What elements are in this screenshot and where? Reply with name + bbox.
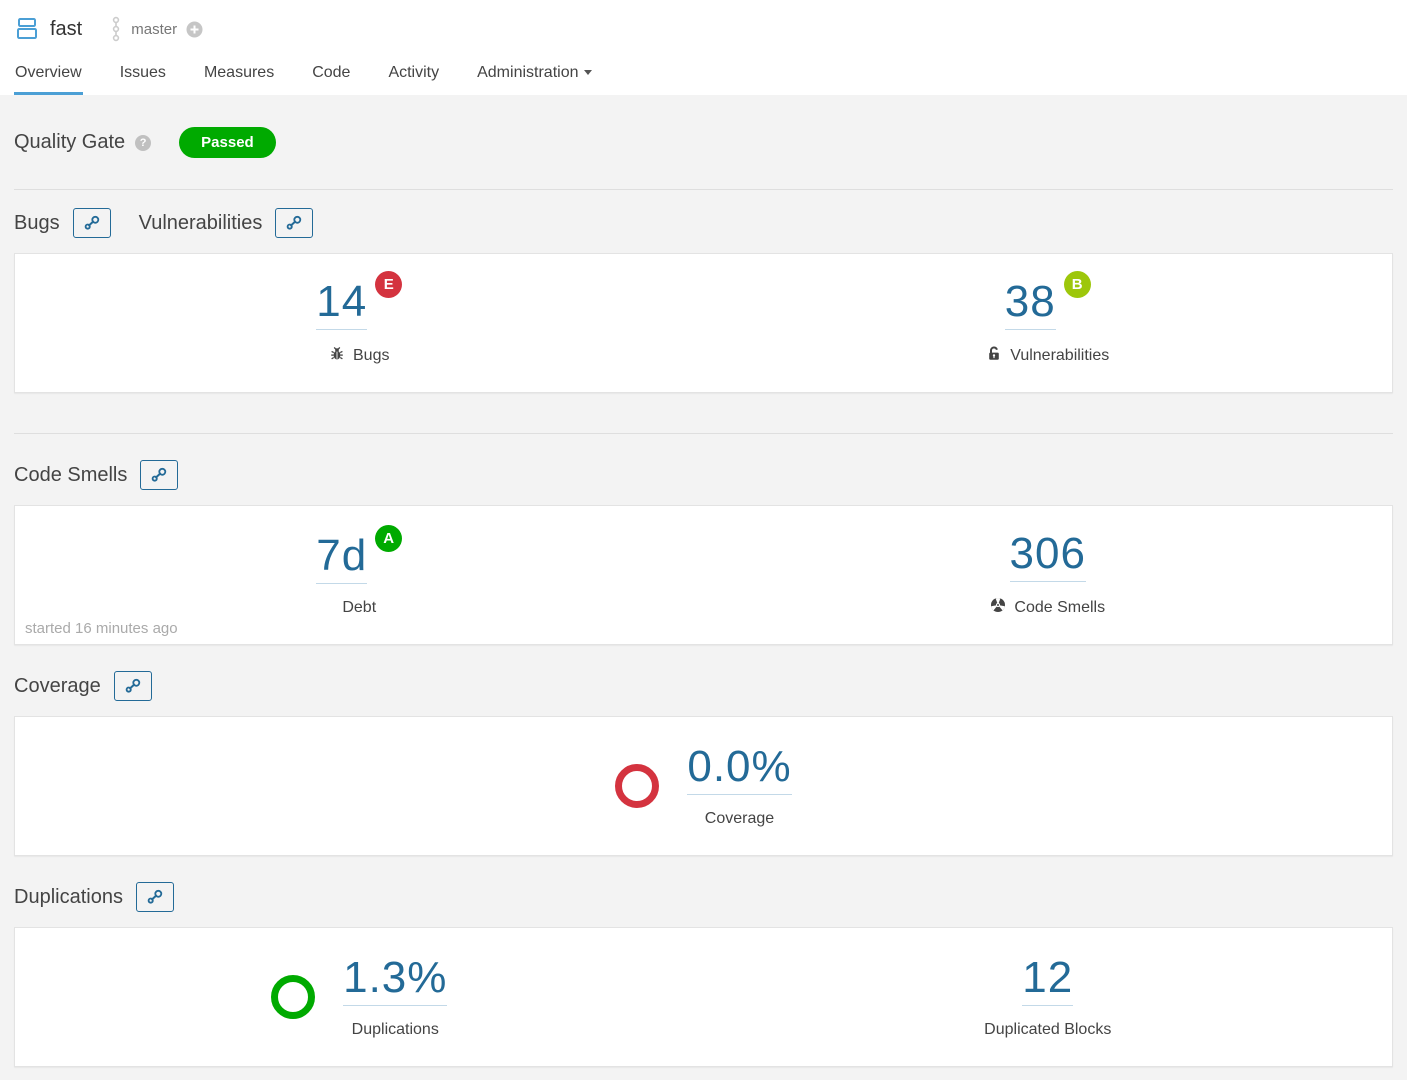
code-smells-heading: Code Smells	[14, 460, 1393, 490]
coverage-card: 0.0% Coverage	[14, 716, 1393, 856]
vulnerabilities-measure: 38 B Vulnerabilities	[704, 254, 1393, 392]
open-lock-icon	[986, 345, 1002, 366]
coverage-heading-label: Coverage	[14, 674, 101, 697]
code-smells-heading-label: Code Smells	[14, 463, 128, 486]
project-title-row: fast master	[14, 10, 1393, 48]
nav-tabs: Overview Issues Measures Code Activity A…	[14, 48, 1393, 95]
analysis-started-note: started 16 minutes ago	[25, 620, 178, 637]
measure-history-icon	[152, 467, 167, 482]
duplications-history-button[interactable]	[135, 882, 174, 912]
coverage-label: Coverage	[704, 809, 775, 827]
help-icon[interactable]: ?	[135, 134, 152, 151]
coverage-value-link[interactable]: 0.0%	[687, 744, 792, 795]
measure-history-icon	[147, 889, 163, 904]
coverage-measure: 0.0% Coverage	[15, 717, 1392, 855]
coverage-history-button[interactable]	[113, 671, 152, 701]
bugs-label: Bugs	[353, 346, 390, 364]
duplications-card: 1.3% Duplications 12 Duplicated Blocks	[14, 927, 1393, 1067]
tab-overview[interactable]: Overview	[14, 64, 83, 95]
quality-gate-row: Quality Gate ? Passed	[14, 95, 1393, 158]
code-smells-measure: 306 Code Smells	[704, 506, 1393, 644]
vulnerabilities-heading: Vulnerabilities	[138, 211, 263, 234]
bugs-history-button[interactable]	[72, 208, 111, 238]
duplicated-blocks-value-link[interactable]: 12	[1022, 955, 1074, 1006]
tab-issues[interactable]: Issues	[119, 64, 166, 81]
code-smells-value-link[interactable]: 306	[1009, 532, 1086, 582]
tab-code[interactable]: Code	[312, 64, 351, 81]
bugs-heading: Bugs	[14, 211, 60, 234]
code-smells-history-button[interactable]	[140, 460, 179, 490]
duplications-value-link[interactable]: 1.3%	[343, 955, 448, 1006]
add-branch-icon[interactable]	[186, 21, 203, 38]
bugs-rating-badge: E	[375, 271, 403, 298]
coverage-heading: Coverage	[14, 671, 1393, 701]
project-icon	[14, 16, 40, 42]
bugs-value-link[interactable]: 14	[316, 280, 368, 330]
page-header: fast master Overview	[0, 0, 1407, 95]
caret-down-icon	[584, 70, 593, 75]
tab-administration[interactable]: Administration	[476, 64, 593, 95]
vulnerabilities-value-link[interactable]: 38	[1004, 280, 1056, 330]
code-smell-icon	[990, 597, 1006, 618]
coverage-ring-chart	[615, 764, 660, 808]
vulnerabilities-history-button[interactable]	[275, 208, 314, 238]
vulnerabilities-label: Vulnerabilities	[1010, 346, 1110, 364]
quality-gate-title: Quality Gate	[14, 131, 126, 153]
bugs-vulnerabilities-card: 14 E	[14, 253, 1393, 393]
duplicated-blocks-measure: 12 Duplicated Blocks	[704, 928, 1393, 1066]
overview-content: Quality Gate ? Passed Bugs Vulnerabiliti…	[0, 95, 1407, 1067]
code-smells-card: 7d A Debt 306	[14, 505, 1393, 645]
debt-measure: 7d A Debt	[15, 506, 704, 644]
debt-value-link[interactable]: 7d	[316, 533, 368, 584]
duplications-heading: Duplications	[14, 882, 1393, 912]
bug-icon	[329, 345, 345, 366]
code-smells-label: Code Smells	[1014, 598, 1106, 616]
duplications-ring-chart	[271, 975, 316, 1019]
branch-group: master	[110, 15, 203, 43]
bugs-measure: 14 E	[15, 254, 704, 392]
branch-name: master	[131, 20, 178, 38]
measure-history-icon	[287, 215, 302, 230]
bugs-vulnerabilities-heading: Bugs Vulnerabilities	[14, 208, 1393, 238]
quality-gate-status-badge: Passed	[179, 127, 276, 158]
measure-history-icon	[84, 215, 99, 230]
debt-rating-badge: A	[375, 524, 403, 552]
duplicated-blocks-label: Duplicated Blocks	[984, 1020, 1112, 1038]
vulnerabilities-rating-badge: B	[1063, 271, 1091, 298]
duplications-heading-label: Duplications	[14, 885, 123, 908]
tab-activity[interactable]: Activity	[388, 64, 440, 81]
tab-administration-label: Administration	[477, 64, 579, 81]
debt-label: Debt	[342, 598, 377, 616]
duplications-measure: 1.3% Duplications	[15, 928, 704, 1066]
duplications-label: Duplications	[351, 1020, 439, 1038]
section-divider	[14, 189, 1393, 190]
section-divider	[14, 433, 1393, 434]
branch-icon	[110, 15, 122, 43]
measure-history-icon	[125, 678, 140, 693]
tab-measures[interactable]: Measures	[203, 64, 275, 81]
project-name[interactable]: fast	[50, 17, 83, 40]
